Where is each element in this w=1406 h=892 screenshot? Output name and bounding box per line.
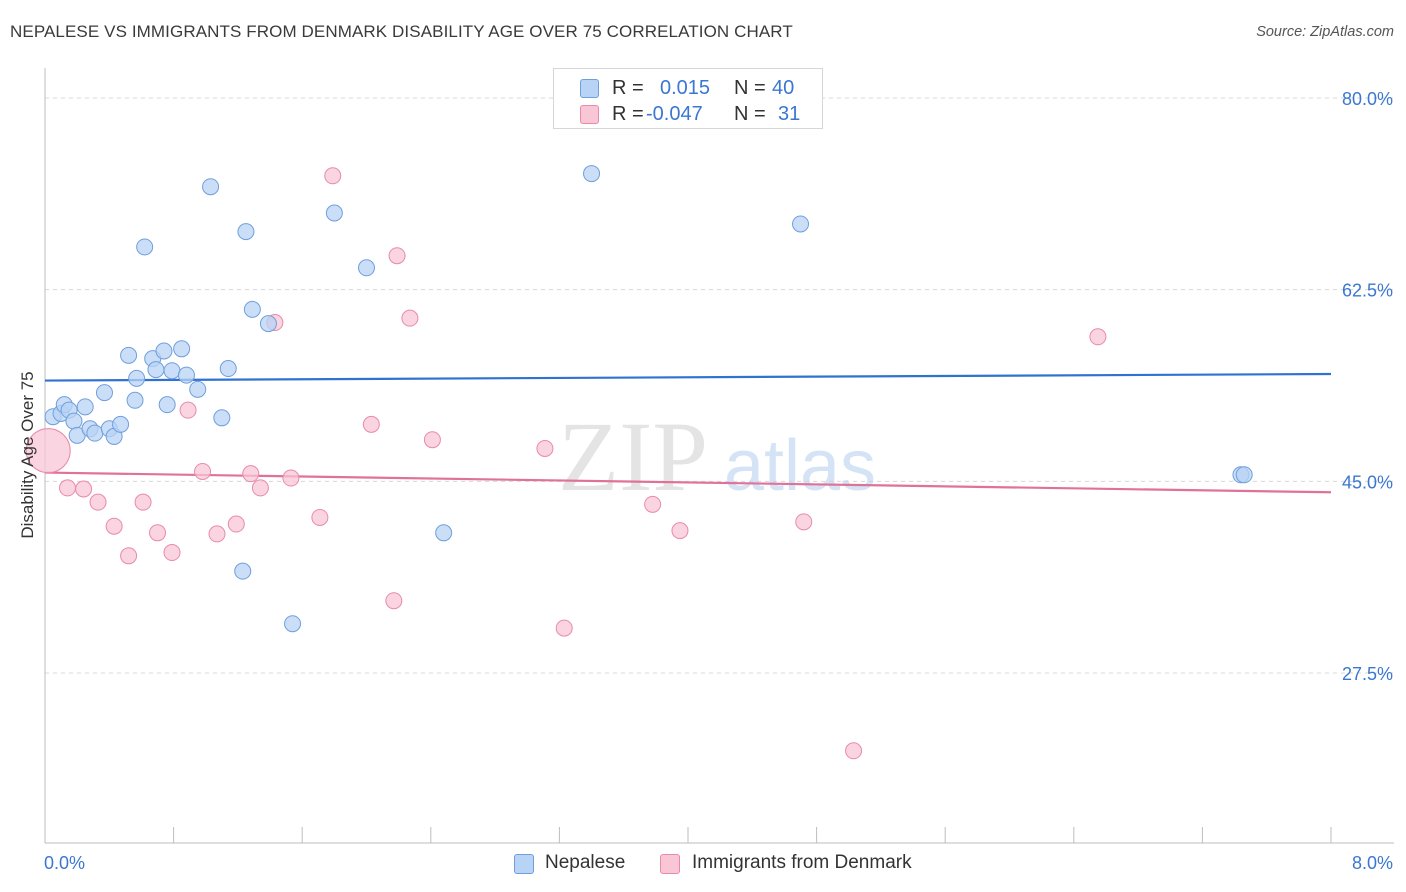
nepalese-point bbox=[120, 346, 138, 364]
nepalese-point bbox=[202, 178, 220, 196]
denmark-point bbox=[208, 525, 226, 543]
denmark-point bbox=[1089, 328, 1107, 346]
denmark-point bbox=[423, 431, 441, 449]
nepalese-point bbox=[163, 362, 181, 380]
chart-title: NEPALESE VS IMMIGRANTS FROM DENMARK DISA… bbox=[10, 22, 793, 41]
nepalese-point bbox=[158, 396, 176, 414]
axis-layer bbox=[44, 68, 1394, 844]
tick-label-layer: 27.5% 45.0% 62.5% 80.0% 0.0% 8.0% bbox=[44, 89, 1393, 873]
nepalese-point bbox=[435, 524, 453, 542]
r-label: R = bbox=[612, 103, 644, 125]
legend-swatch-nepalese bbox=[580, 79, 599, 98]
nepalese-point bbox=[213, 409, 231, 427]
n-value: 40 bbox=[772, 77, 795, 99]
points-layer bbox=[25, 165, 1253, 760]
denmark-point bbox=[555, 619, 573, 637]
nepalese-point bbox=[325, 204, 343, 222]
y-tick-label: 27.5% bbox=[1342, 664, 1393, 684]
denmark-point bbox=[134, 493, 152, 511]
nepalese-point bbox=[237, 223, 255, 241]
legend-row-denmark: R = -0.047 N = 31 bbox=[554, 101, 822, 127]
nepalese-point bbox=[358, 259, 375, 277]
y-tick-label: 45.0% bbox=[1342, 472, 1393, 492]
nepalese-point bbox=[219, 360, 237, 378]
denmark-point bbox=[324, 167, 342, 185]
denmark-point bbox=[227, 515, 245, 533]
nepalese-point bbox=[147, 361, 165, 379]
watermark-zip: ZIP bbox=[558, 401, 708, 512]
nepalese-point bbox=[128, 369, 146, 387]
nepalese-point bbox=[136, 238, 154, 256]
denmark-point bbox=[242, 465, 260, 483]
series-legend: Nepalese Immigrants from Denmark bbox=[0, 851, 1406, 877]
nepalese-point bbox=[86, 424, 104, 442]
r-value: -0.047 bbox=[646, 103, 703, 125]
nepalese-point bbox=[65, 412, 83, 430]
legend-row-nepalese: R = 0.015 N = 40 bbox=[554, 75, 822, 101]
denmark-point bbox=[282, 469, 300, 487]
nepalese-point bbox=[126, 391, 144, 409]
nepalese-point bbox=[155, 342, 173, 360]
nepalese-point bbox=[259, 315, 277, 333]
nepalese-point bbox=[234, 562, 252, 580]
nepalese-point bbox=[583, 165, 601, 183]
denmark-point bbox=[385, 592, 403, 610]
denmark-point bbox=[362, 415, 380, 433]
denmark-point bbox=[845, 742, 863, 760]
denmark-point bbox=[194, 462, 212, 480]
denmark-point bbox=[388, 247, 406, 265]
source-label: Source: ZipAtlas.com bbox=[1256, 24, 1394, 40]
legend-label-denmark: Immigrants from Denmark bbox=[692, 852, 912, 873]
r-label: R = bbox=[612, 77, 644, 99]
denmark-point bbox=[120, 547, 138, 565]
watermark-atlas: atlas bbox=[724, 426, 876, 506]
denmark-point bbox=[105, 517, 123, 535]
legend-swatch-nepalese bbox=[514, 854, 534, 874]
denmark-point bbox=[311, 508, 329, 526]
denmark-point bbox=[251, 479, 269, 497]
watermark: ZIP atlas bbox=[558, 401, 876, 512]
x-tick-label: 0.0% bbox=[44, 853, 85, 873]
legend-swatch-denmark bbox=[580, 105, 599, 124]
legend-label-nepalese: Nepalese bbox=[545, 852, 626, 873]
nepalese-point bbox=[95, 384, 113, 402]
nepalese-point bbox=[243, 300, 261, 318]
nepalese-point bbox=[177, 366, 195, 384]
nepalese-point bbox=[189, 380, 207, 398]
nepalese-point bbox=[284, 615, 302, 633]
denmark-point bbox=[149, 524, 167, 542]
n-label: N = bbox=[734, 77, 766, 99]
x-tick-label: 8.0% bbox=[1352, 853, 1393, 873]
grid-layer bbox=[45, 97, 1394, 674]
denmark-point bbox=[671, 522, 689, 540]
legend-swatch-denmark bbox=[660, 854, 680, 874]
n-label: N = bbox=[734, 103, 766, 125]
y-axis-label: Disability Age Over 75 bbox=[18, 371, 37, 539]
denmark-point bbox=[795, 513, 813, 531]
trend-layer bbox=[44, 372, 1332, 494]
nepalese-point bbox=[792, 215, 810, 233]
denmark-point bbox=[25, 428, 71, 474]
denmark-point bbox=[179, 401, 197, 419]
nepalese-point bbox=[76, 398, 94, 416]
denmark-point bbox=[644, 495, 662, 513]
r-value: 0.015 bbox=[660, 77, 711, 99]
y-tick-label: 80.0% bbox=[1342, 89, 1393, 109]
correlation-legend: R = 0.015 N = 40 R = -0.047 N = 31 bbox=[553, 68, 823, 129]
denmark-point bbox=[163, 544, 181, 562]
nepalese-point bbox=[1235, 466, 1253, 484]
n-value: 31 bbox=[778, 103, 801, 125]
denmark-point bbox=[59, 479, 77, 497]
denmark-point bbox=[75, 480, 93, 498]
denmark-point bbox=[401, 309, 419, 327]
denmark-point bbox=[89, 493, 107, 511]
nepalese-point bbox=[112, 415, 130, 433]
nepalese-point bbox=[173, 340, 191, 358]
nepalese-trend-line bbox=[44, 372, 1332, 382]
denmark-trend-line bbox=[44, 471, 1332, 494]
denmark-point bbox=[536, 439, 554, 457]
y-tick-label: 62.5% bbox=[1342, 281, 1393, 301]
